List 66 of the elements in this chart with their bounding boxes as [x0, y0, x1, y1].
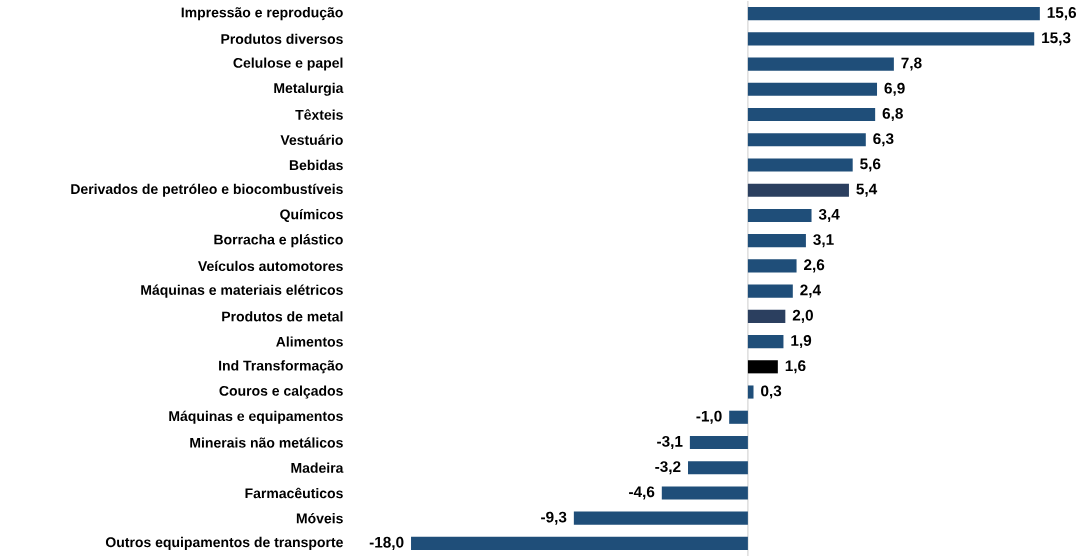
bar [747, 158, 853, 172]
y-tick-label: Alimentos [276, 336, 343, 347]
y-tick-label: Outros equipamentos de transporte [105, 536, 343, 550]
bar [747, 7, 1040, 21]
y-tick-label: Bebidas [289, 159, 343, 171]
bar [411, 536, 748, 550]
bar [747, 57, 894, 71]
bar [729, 410, 748, 424]
data-label: 6,3 [873, 133, 894, 147]
bar [661, 486, 748, 500]
y-tick-label: Móveis [296, 512, 343, 524]
y-tick-label: Madeira [291, 462, 344, 473]
y-tick-label: Farmacêuticos [245, 487, 343, 499]
bar [747, 360, 778, 374]
y-tick-label: Máquinas e equipamentos [169, 410, 343, 424]
bar [747, 208, 812, 222]
y-tick-label: Produtos de metal [222, 311, 343, 322]
data-label: 7,8 [901, 57, 922, 71]
y-tick-label: Veículos automotores [198, 260, 343, 272]
data-label: 15,6 [1047, 7, 1077, 21]
data-label: 1,6 [785, 360, 806, 374]
data-label: 1,9 [791, 335, 812, 349]
data-label: 0,3 [761, 385, 782, 399]
bar [689, 435, 748, 450]
data-label: 6,8 [882, 107, 903, 122]
data-label: -18,0 [369, 536, 404, 550]
bar [747, 107, 876, 122]
data-label: -1,0 [696, 410, 722, 424]
data-label: 2,4 [800, 284, 821, 298]
data-label: -3,1 [657, 435, 683, 450]
bar [747, 284, 793, 298]
y-tick-label: Vestuário [280, 134, 343, 145]
bar [573, 511, 748, 525]
bar [747, 183, 849, 197]
y-tick-label: Metalurgia [274, 82, 344, 96]
bar [747, 82, 878, 96]
bar [688, 461, 748, 475]
data-label: 5,4 [856, 183, 878, 197]
y-tick-label: Borracha e plástico [214, 234, 343, 248]
data-label: 3,4 [818, 208, 840, 222]
y-tick-label: Derivados de petróleo e biocombustíveis [71, 183, 343, 197]
data-label: 6,9 [884, 82, 905, 96]
data-label: 2,6 [804, 259, 825, 273]
y-tick-label: Químicos [280, 208, 343, 222]
data-label: 15,3 [1042, 32, 1071, 46]
data-label: 3,1 [813, 234, 834, 248]
bar [747, 32, 1035, 46]
bar [747, 133, 866, 147]
y-tick-label: Minerais não metálicos [190, 437, 343, 448]
bar [747, 335, 784, 349]
data-label: 2,0 [792, 309, 813, 323]
y-tick-label: Máquinas e materiais elétricos [141, 284, 343, 298]
y-tick-label: Produtos diversos [221, 33, 343, 44]
bar [747, 385, 754, 399]
bar [747, 234, 806, 248]
y-tick-label: Celulose e papel [233, 57, 343, 71]
data-label: -3,2 [655, 461, 681, 475]
y-tick-label: Ind Transformação [219, 360, 343, 374]
bar [747, 259, 797, 273]
data-label: -4,6 [629, 486, 655, 500]
y-tick-label: Têxteis [295, 109, 343, 120]
y-tick-label: Impressão e reprodução [181, 7, 343, 21]
y-tick-label: Couros e calçados [219, 385, 343, 399]
data-label: -9,3 [541, 511, 567, 525]
bar [747, 309, 786, 323]
data-label: 5,6 [860, 158, 881, 172]
